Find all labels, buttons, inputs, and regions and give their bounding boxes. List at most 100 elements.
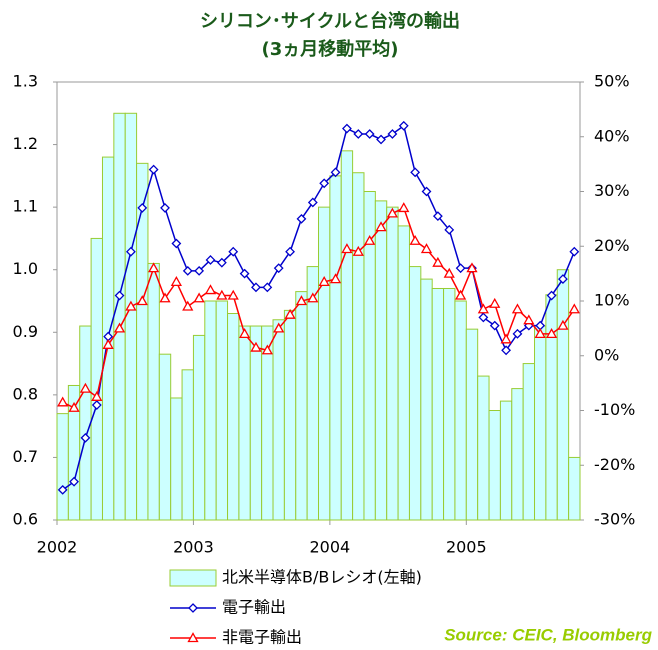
line-marker <box>500 333 512 344</box>
legend-label: 北米半導体B/Bレシオ(左軸) <box>222 568 422 587</box>
line-marker <box>239 268 250 279</box>
bar <box>56 413 69 521</box>
bar <box>283 309 297 521</box>
line-marker <box>409 234 421 245</box>
source-note: Source: CEIC, Bloomberg <box>444 625 652 644</box>
y-tick-label: 0.8 <box>13 384 38 403</box>
line-marker <box>228 246 239 257</box>
line-marker <box>194 265 205 276</box>
bar <box>568 456 581 521</box>
bar <box>113 112 126 521</box>
line-marker <box>568 303 580 314</box>
bar <box>522 363 536 521</box>
line-marker <box>69 476 79 487</box>
line-marker <box>375 221 387 232</box>
line-marker <box>455 263 466 274</box>
bar <box>136 162 149 521</box>
bar <box>443 287 456 521</box>
y2-tick-label: 40% <box>594 126 630 145</box>
line-marker <box>546 290 557 301</box>
line-marker <box>318 276 330 286</box>
line-marker <box>421 186 432 197</box>
line-marker <box>329 273 342 284</box>
line-marker <box>188 603 198 613</box>
line-marker <box>91 400 102 410</box>
legend-label: 非電子輸出 <box>222 628 302 647</box>
line-marker <box>285 246 295 257</box>
bar <box>295 291 308 521</box>
line-marker <box>148 262 160 273</box>
line-marker <box>444 224 455 235</box>
bar <box>477 375 490 521</box>
line-marker <box>296 213 307 224</box>
line-marker <box>466 262 478 273</box>
bar <box>465 328 479 521</box>
line-marker <box>261 344 273 355</box>
line-marker <box>148 164 159 175</box>
line-marker <box>489 320 500 331</box>
y-tick-label: 1.1 <box>13 197 38 216</box>
bar <box>170 397 183 521</box>
line-marker <box>478 312 489 323</box>
line-marker <box>376 134 386 145</box>
chart-title: シリコン･サイクルと台湾の輸出 <box>200 10 460 32</box>
line-marker <box>511 303 524 314</box>
line-marker <box>114 290 125 301</box>
line-marker <box>558 274 568 285</box>
line-marker <box>273 322 285 333</box>
bar <box>556 269 570 521</box>
bar <box>204 300 217 521</box>
line-marker <box>330 167 341 178</box>
line-marker <box>113 322 126 333</box>
y2-tick-label: -10% <box>594 400 635 419</box>
line-marker <box>102 338 114 349</box>
line-marker <box>91 390 103 401</box>
bar <box>124 112 138 521</box>
y2-tick-label: 10% <box>594 291 630 310</box>
series-line <box>62 206 575 409</box>
bar <box>340 150 354 521</box>
bar <box>79 325 92 521</box>
line-marker <box>545 328 558 338</box>
bar <box>329 175 342 521</box>
line-marker <box>342 123 352 134</box>
line-marker <box>216 289 228 300</box>
x-tick-label: 2004 <box>310 538 351 557</box>
y-tick-label: 1.0 <box>13 259 38 278</box>
line-marker <box>251 282 261 293</box>
x-tick-label: 2003 <box>173 538 214 557</box>
line-marker <box>512 328 523 339</box>
y2-tick-label: 20% <box>594 236 630 255</box>
x-tick-label: 2002 <box>37 538 78 557</box>
line-marker <box>57 484 68 495</box>
line-marker <box>159 292 171 303</box>
bar <box>192 334 206 521</box>
line-marker <box>273 263 284 274</box>
bar <box>488 410 501 521</box>
line-marker <box>319 178 330 189</box>
line-marker <box>68 401 80 412</box>
line-marker <box>569 246 580 257</box>
bar <box>408 266 422 521</box>
chart-subtitle: (3ヵ月移動平均) <box>262 38 399 60</box>
line-marker <box>160 203 170 213</box>
line-marker <box>501 345 512 356</box>
line-marker <box>523 314 535 325</box>
line-marker <box>386 207 399 218</box>
bar <box>431 287 445 521</box>
line-marker <box>455 289 467 300</box>
bar <box>261 325 274 521</box>
bar <box>306 266 319 521</box>
bar <box>318 206 331 521</box>
bar <box>238 325 251 521</box>
line-marker <box>398 120 409 131</box>
line-marker <box>341 243 353 254</box>
y-tick-label: 1.2 <box>13 134 38 153</box>
bar <box>272 319 285 521</box>
line-marker <box>187 632 199 643</box>
line-marker <box>364 234 376 245</box>
line-marker <box>410 167 421 178</box>
y2-tick-label: -30% <box>594 510 635 529</box>
bar <box>227 313 240 521</box>
line-marker <box>136 295 148 306</box>
